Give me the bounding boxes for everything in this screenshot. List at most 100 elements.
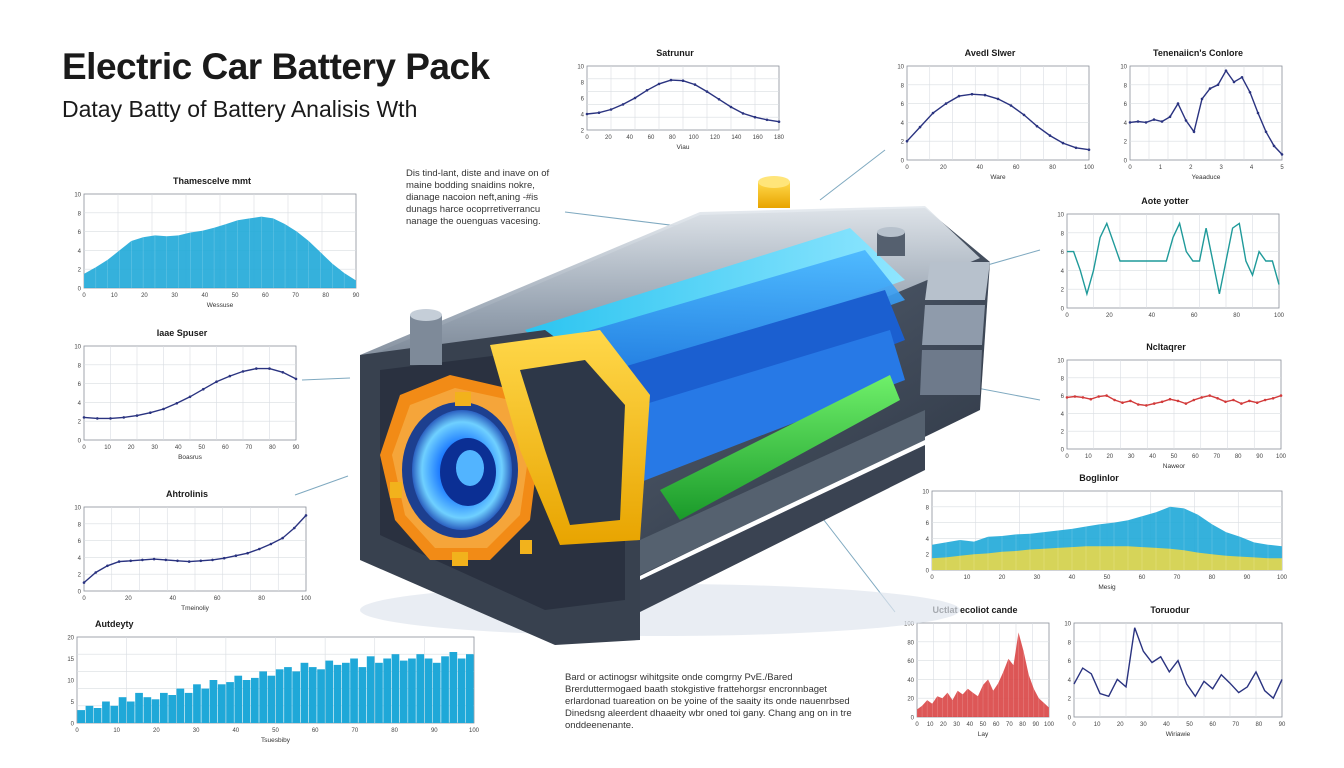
note-line: dianage nacoion neft,aning -#is bbox=[406, 192, 539, 203]
data-point bbox=[269, 542, 273, 546]
x-tick-label: 10 bbox=[113, 728, 120, 734]
y-tick-label: 4 bbox=[1061, 269, 1065, 275]
y-tick-label: 10 bbox=[897, 65, 904, 71]
x-tick-label: 10 bbox=[1094, 722, 1101, 728]
y-tick-label: 2 bbox=[78, 268, 82, 274]
data-point bbox=[188, 395, 192, 399]
x-tick-label: 30 bbox=[1140, 722, 1147, 728]
bar bbox=[441, 656, 449, 723]
bar bbox=[118, 697, 127, 723]
data-point bbox=[149, 411, 152, 414]
chart-panel-c9: Boglinlor 10 8 6 4 2 0 0 10 20 30 40 50 60 70 80 90 100 M… bbox=[910, 473, 1288, 592]
data-point bbox=[693, 83, 697, 86]
bar bbox=[408, 658, 416, 723]
data-point bbox=[1035, 124, 1039, 128]
x-tick-label: 90 bbox=[353, 293, 360, 299]
data-point bbox=[957, 94, 961, 98]
x-tick-label: 0 bbox=[1128, 165, 1132, 171]
data-point bbox=[268, 367, 271, 370]
data-point bbox=[202, 387, 205, 391]
x-tick-label: 40 bbox=[966, 722, 973, 728]
y-tick-label: 4 bbox=[926, 537, 930, 543]
x-tick-label: 90 bbox=[1244, 575, 1251, 581]
bar bbox=[77, 710, 85, 723]
data-point bbox=[135, 414, 139, 417]
x-tick-label: 10 bbox=[927, 722, 934, 728]
y-tick-label: 0 bbox=[911, 716, 915, 722]
bar bbox=[317, 669, 325, 724]
line-series bbox=[1073, 627, 1283, 700]
data-point bbox=[1208, 87, 1212, 90]
data-point bbox=[82, 416, 86, 419]
bar bbox=[383, 658, 391, 723]
x-tick-label: 30 bbox=[953, 722, 960, 728]
data-point bbox=[1232, 80, 1236, 84]
bar bbox=[102, 701, 110, 723]
y-tick-label: 8 bbox=[901, 83, 905, 89]
x-tick-label: 80 bbox=[1235, 454, 1242, 460]
data-point bbox=[753, 115, 757, 119]
data-point bbox=[234, 554, 238, 557]
x-tick-label: 100 bbox=[1084, 165, 1095, 171]
x-tick-label: 30 bbox=[1034, 575, 1041, 581]
data-point bbox=[669, 78, 673, 82]
data-point bbox=[633, 96, 637, 100]
data-point bbox=[621, 103, 625, 106]
data-point bbox=[705, 90, 709, 93]
data-point bbox=[741, 112, 745, 115]
y-tick-label: 2 bbox=[1124, 140, 1128, 146]
data-point bbox=[1176, 399, 1180, 403]
data-point bbox=[918, 125, 922, 129]
y-tick-label: 15 bbox=[67, 657, 74, 663]
x-tick-label: 90 bbox=[293, 445, 300, 451]
y-tick-label: 8 bbox=[1061, 231, 1065, 237]
bar bbox=[176, 688, 185, 723]
data-point bbox=[1256, 111, 1260, 115]
page-title: Electric Car Battery Pack bbox=[62, 46, 490, 87]
data-point bbox=[82, 581, 86, 584]
data-point bbox=[1192, 398, 1196, 402]
x-tick-label: 20 bbox=[1106, 313, 1113, 319]
y-tick-label: 4 bbox=[901, 121, 905, 127]
chart-title: Tenenaiicn's Conlore bbox=[1153, 48, 1243, 58]
x-tick-label: 90 bbox=[431, 728, 438, 734]
data-point bbox=[1048, 134, 1052, 137]
chart-c2: 10 8 6 4 20 20 40 60 80 100 120 140 160 180 Viau bbox=[577, 65, 784, 152]
data-point bbox=[281, 371, 285, 374]
x-tick-label: 40 bbox=[1149, 454, 1156, 460]
y-tick-label: 10 bbox=[67, 679, 74, 685]
bar bbox=[424, 658, 433, 723]
x-tick-label: 30 bbox=[171, 293, 178, 299]
data-point bbox=[1136, 120, 1140, 123]
note-line: dunags harce ocoprretiverrancu bbox=[406, 204, 541, 215]
y-tick-label: 6 bbox=[78, 230, 82, 236]
bar bbox=[358, 667, 367, 723]
line-series bbox=[1067, 221, 1280, 297]
data-point bbox=[1216, 83, 1220, 87]
chart-title: Autdeyty bbox=[95, 619, 134, 629]
y-tick-label: 4 bbox=[78, 249, 82, 255]
x-tick-label: 80 bbox=[258, 596, 265, 602]
y-tick-label: 8 bbox=[926, 505, 930, 511]
y-tick-label: 0 bbox=[78, 287, 82, 293]
y-tick-label: 8 bbox=[78, 211, 82, 217]
x-tick-label: 10 bbox=[1085, 454, 1092, 460]
bar bbox=[110, 705, 119, 723]
data-point bbox=[106, 564, 109, 568]
chart-panel-c7: Iaae Spuser 10 8 6 4 2 0 0 10 20 30 40 50 60 70 80 90 Bo… bbox=[62, 328, 302, 462]
note-line: Dinedsng aleerdent dhaaeity wbr oned toi… bbox=[565, 708, 852, 719]
x-tick-label: 90 bbox=[1279, 722, 1286, 728]
bar bbox=[160, 692, 168, 723]
data-point bbox=[717, 98, 721, 101]
data-point bbox=[1145, 404, 1148, 407]
x-tick-label: 50 bbox=[232, 293, 239, 299]
y-tick-label: 4 bbox=[1124, 121, 1128, 127]
x-tick-label: 100 bbox=[301, 596, 312, 602]
y-tick-label: 4 bbox=[1068, 678, 1072, 684]
bar bbox=[135, 692, 143, 723]
data-point bbox=[1224, 400, 1227, 404]
x-tick-label: 80 bbox=[1233, 313, 1240, 319]
